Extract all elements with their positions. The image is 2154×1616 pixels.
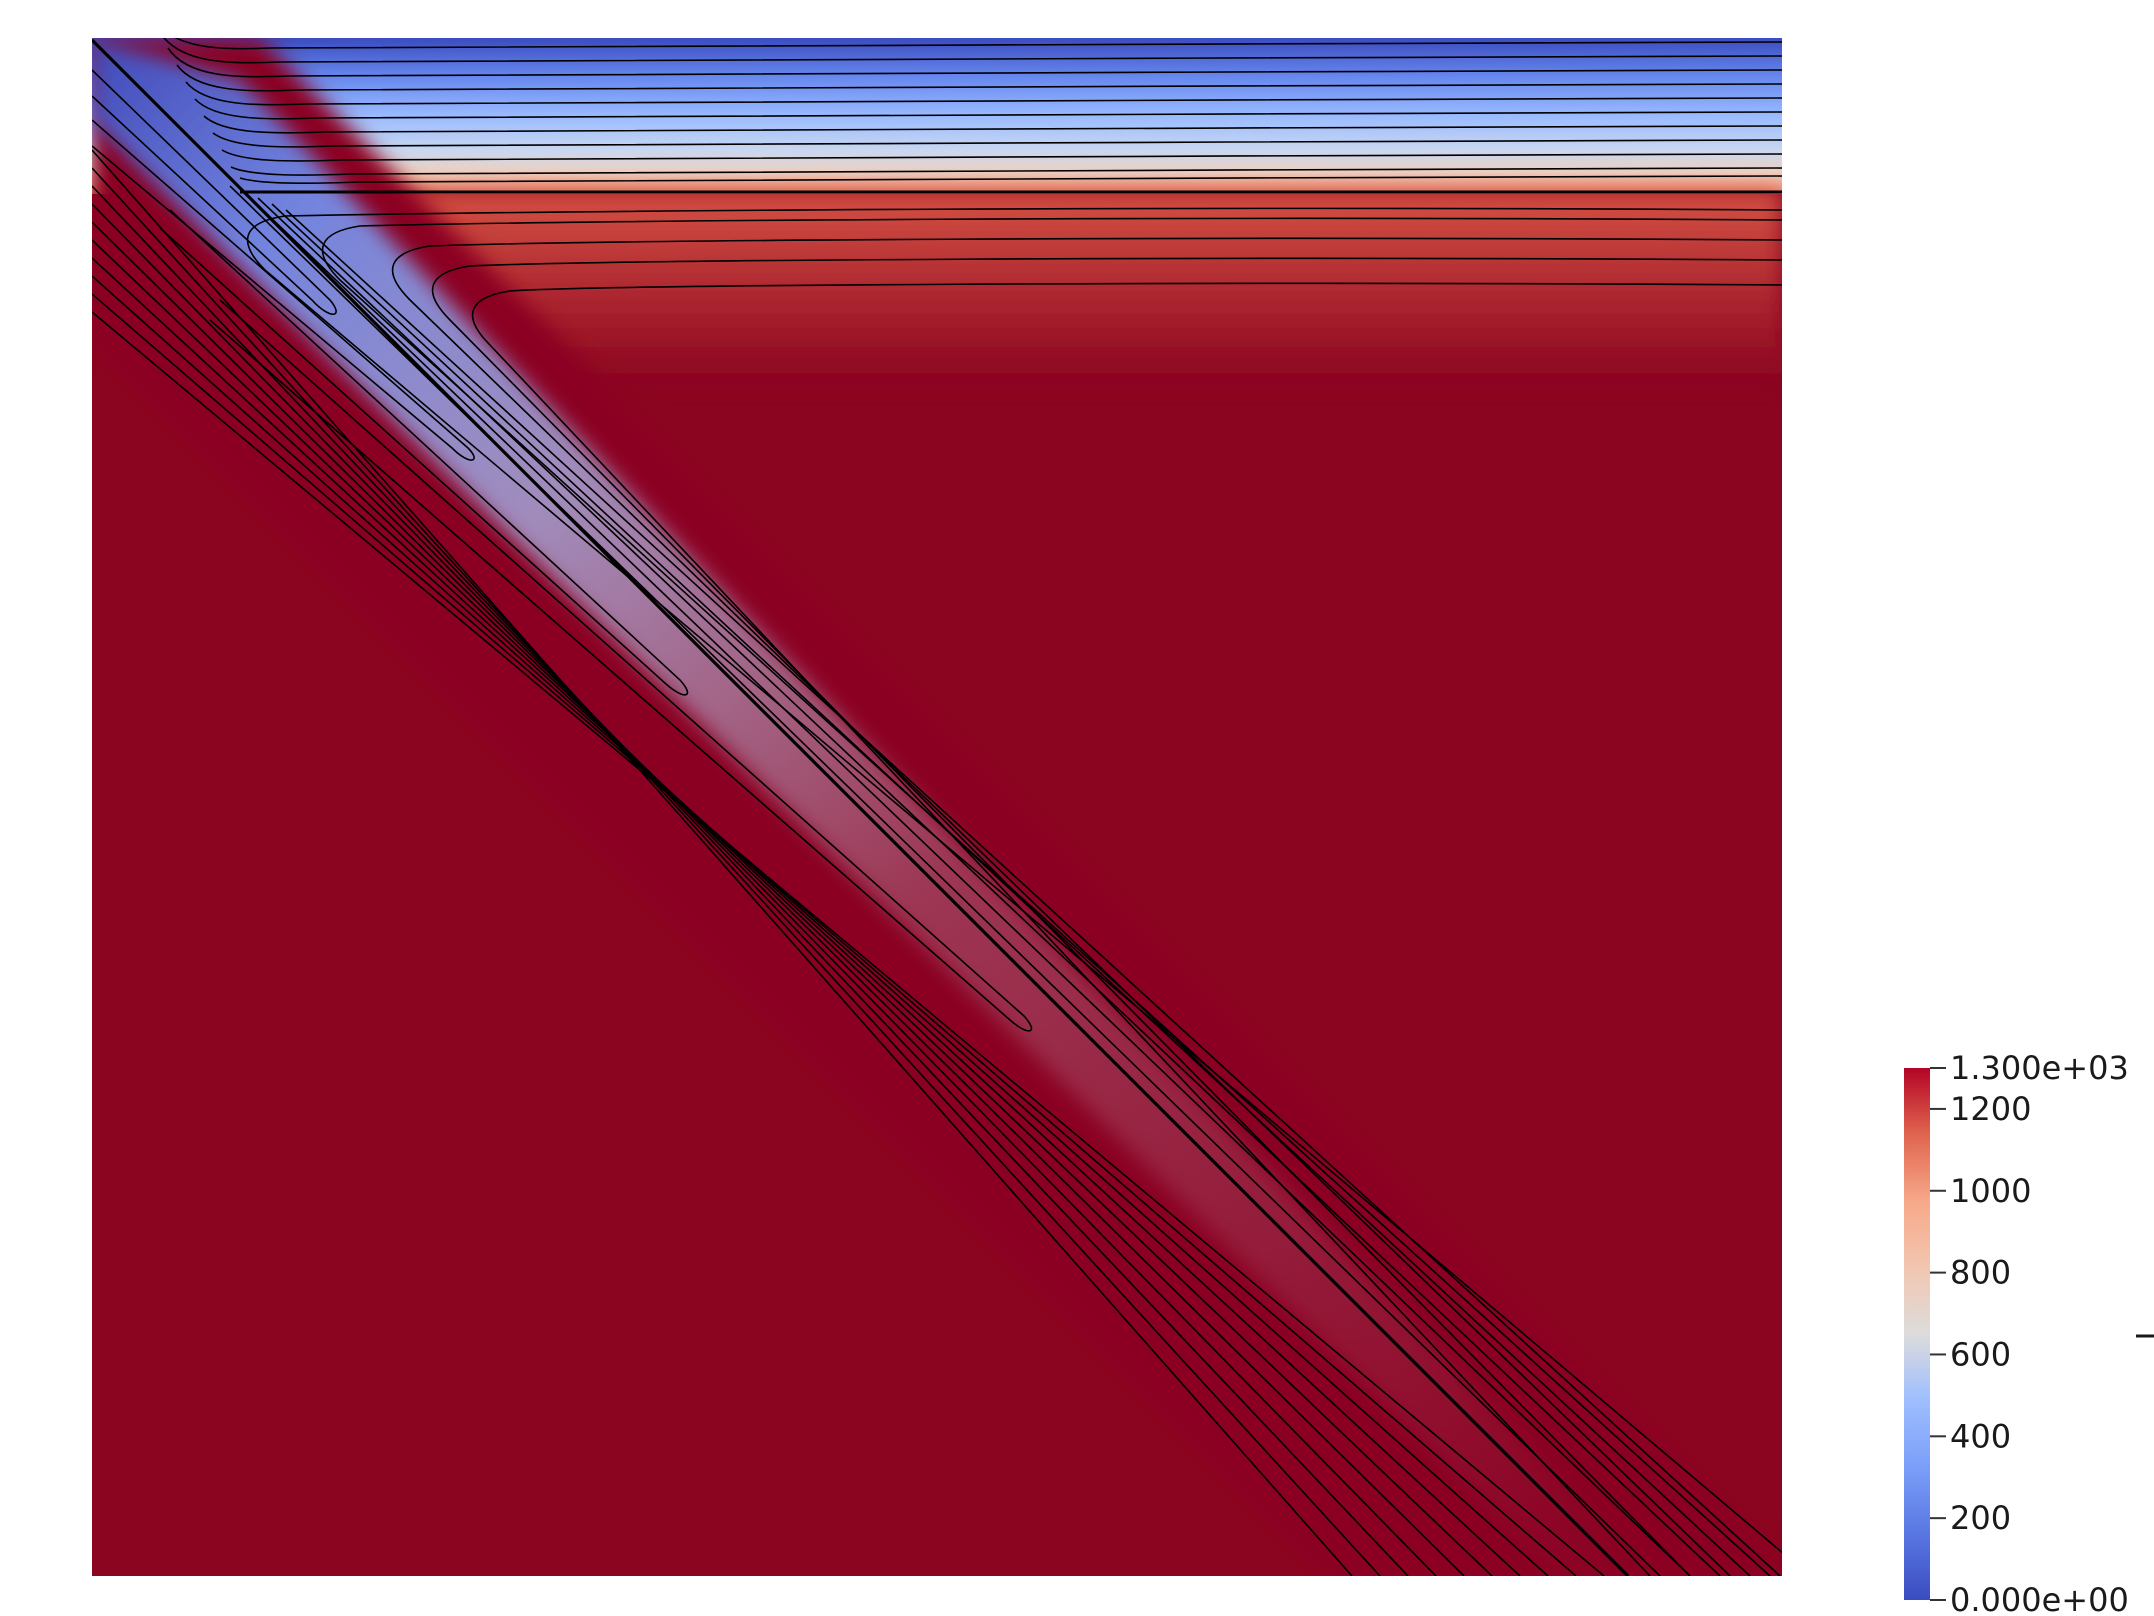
isotherm-contours — [92, 38, 1782, 1576]
isotherm-slab-top — [92, 38, 1630, 1576]
isotherm-slab-lower — [92, 311, 1605, 1576]
isotherm-slab-lower — [92, 185, 1409, 1576]
colorbar-title: T — [2128, 1326, 2154, 1346]
colorbar-tick-label: 1.300e+03 — [1950, 1049, 2129, 1087]
isotherm-lithosphere — [167, 47, 1782, 78]
isotherm-slab-upper — [285, 209, 1781, 1576]
isotherm-slab-lobe — [209, 299, 1033, 1032]
colorbar-tick-label: 600 — [1950, 1335, 2011, 1373]
isotherm-slab-upper — [257, 197, 1721, 1576]
isotherm-lithosphere — [230, 166, 1782, 176]
isotherm-lithosphere — [221, 149, 1782, 162]
temperature-field — [92, 38, 1782, 1576]
isotherm-slab-lower — [92, 221, 1465, 1576]
isotherm-slab-upper — [243, 191, 1691, 1576]
isotherm-slab-lower — [92, 149, 1353, 1576]
isotherm-slab-upper — [271, 203, 1751, 1576]
isotherm-lithosphere — [176, 64, 1782, 92]
isotherm-slab-lower — [92, 275, 1549, 1576]
isotherm-slab-lower — [92, 257, 1521, 1576]
isotherm-lithosphere — [185, 81, 1782, 106]
isotherm-slab-lobe — [92, 119, 475, 461]
colorbar-tick-label: 0.000e+00 — [1950, 1581, 2129, 1616]
colorbar-tick-label: 1200 — [1950, 1090, 2031, 1128]
colorbar-tick-label: 800 — [1950, 1254, 2011, 1292]
isotherm-slab-upper — [229, 185, 1661, 1576]
isotherm-slab-lobe — [159, 209, 689, 696]
colorbar-tick-label: 400 — [1950, 1417, 2011, 1455]
slab-cold-core — [92, 38, 1650, 1576]
isotherm-slab-lobe — [92, 69, 337, 315]
isotherm-wedge — [431, 257, 1782, 1576]
isotherm-lithosphere — [174, 38, 1782, 50]
isotherm-lithosphere — [194, 98, 1782, 120]
isotherm-lithosphere — [239, 175, 1782, 184]
isotherm-wedge — [471, 282, 1782, 1576]
isotherm-wedge — [391, 237, 1782, 1576]
isotherm-slab-lower — [92, 203, 1437, 1576]
isotherm-slab-lower — [92, 293, 1577, 1576]
colorbar-tick-label: 200 — [1950, 1499, 2011, 1537]
isotherm-lithosphere — [203, 115, 1782, 134]
isotherm-lithosphere — [212, 132, 1782, 148]
isotherm-slab-lower — [92, 239, 1493, 1576]
isotherm-wedge — [321, 217, 1782, 1576]
colorbar-bar — [1904, 1068, 1930, 1600]
isotherm-lithosphere — [163, 38, 1782, 64]
isotherm-slab-lower — [92, 167, 1381, 1576]
colorbar-tick-label: 1000 — [1950, 1172, 2031, 1210]
